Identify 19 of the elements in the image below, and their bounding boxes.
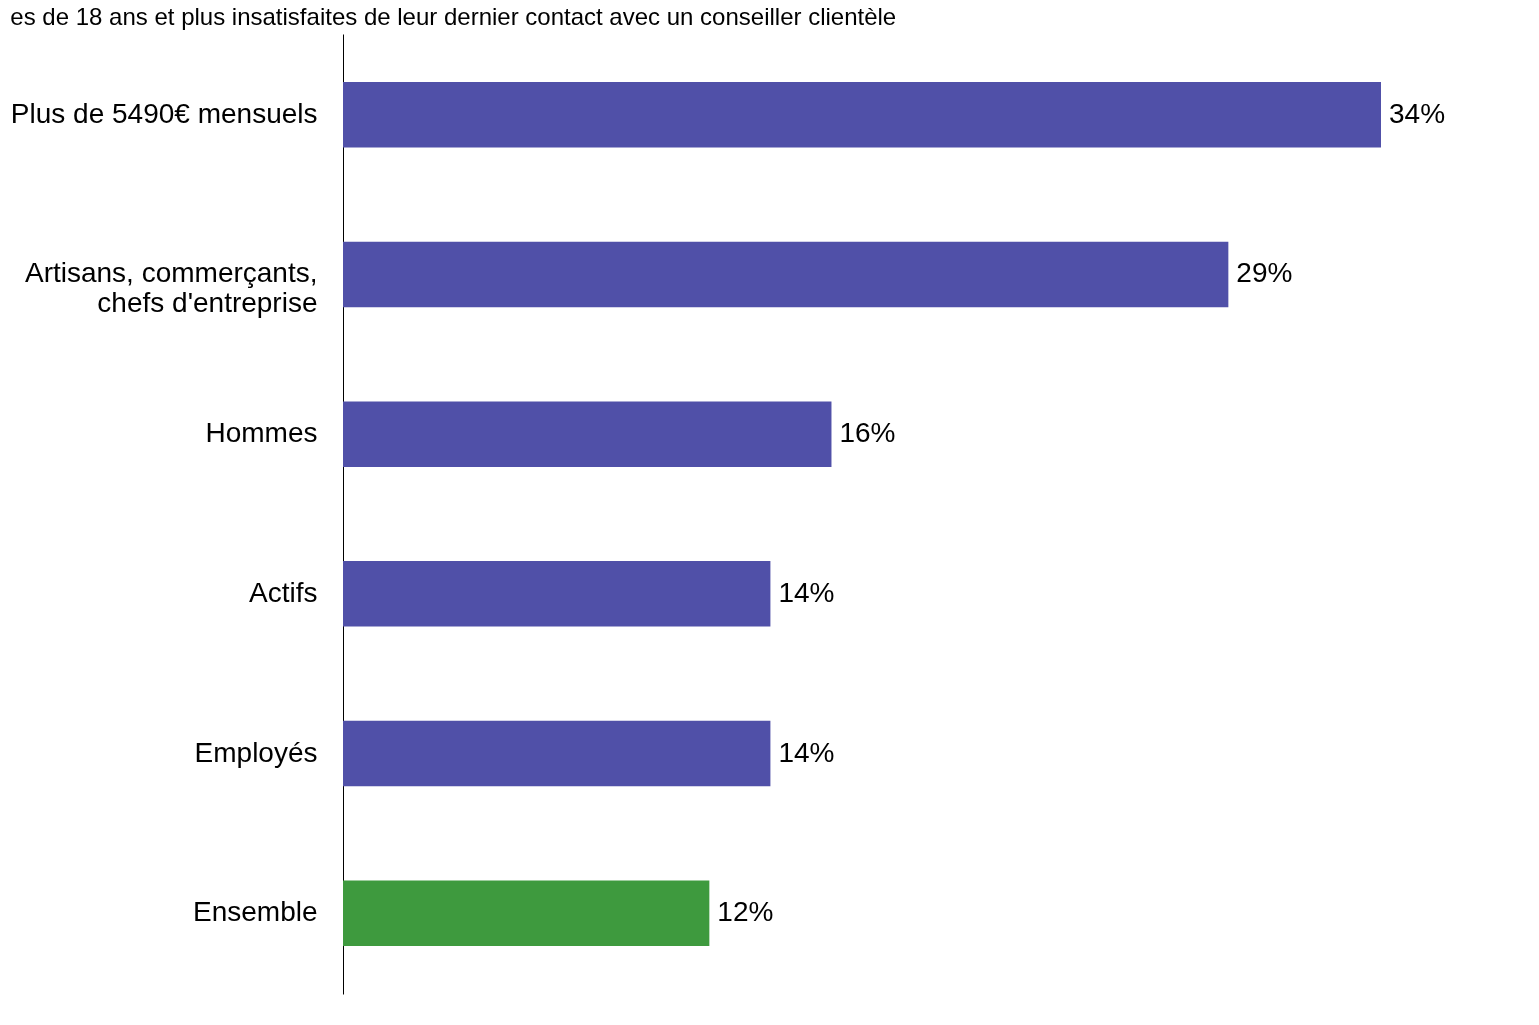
data-label: 12% xyxy=(717,896,774,928)
y-tick-label: Employés xyxy=(194,736,318,768)
y-tick-label: Hommes xyxy=(205,417,318,449)
y-tick-label: Ensemble xyxy=(192,896,318,928)
data-label: 14% xyxy=(778,576,835,608)
y-tick-label: Actifs xyxy=(249,576,318,608)
data-label: 14% xyxy=(778,736,835,768)
bar xyxy=(343,81,1381,148)
bar xyxy=(343,401,832,467)
y-tick-label: Artisans, commerçants, chefs d'entreprise xyxy=(24,257,318,319)
bar xyxy=(343,880,710,947)
bar xyxy=(343,720,771,787)
data-label: 34% xyxy=(1389,97,1446,129)
bar xyxy=(343,561,771,627)
bar xyxy=(343,241,1229,308)
data-label: 29% xyxy=(1236,257,1293,289)
chart-title: es de 18 ans et plus insatisfaites de leur dernier contact avec un conseiller clientèle xyxy=(10,3,897,30)
data-label: 16% xyxy=(839,417,896,449)
y-tick-label: Plus de 5490€ mensuels xyxy=(10,97,318,129)
